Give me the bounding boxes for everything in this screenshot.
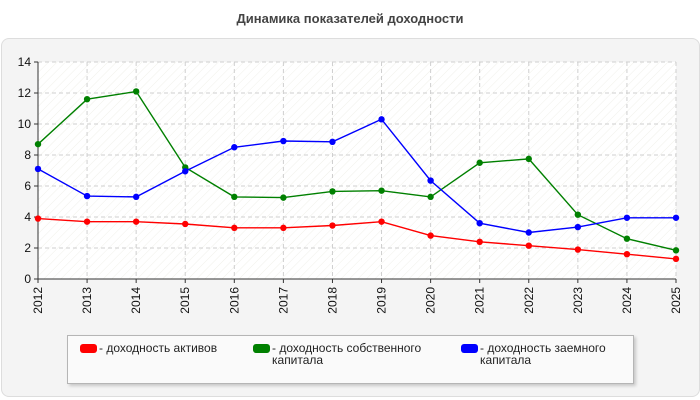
data-point	[182, 168, 189, 175]
tick-labels: 0 2 4 6 8 10 12 14 2012 2013 2014 2015 2016 2017 2018 2…	[18, 55, 683, 314]
data-point	[182, 220, 189, 228]
data-point	[672, 214, 680, 221]
data-point	[476, 220, 483, 227]
data-point	[132, 193, 140, 201]
data-point	[132, 218, 140, 225]
series-line-2	[37, 118, 676, 234]
x-tick-label: 2015	[178, 287, 192, 314]
data-point	[231, 144, 238, 151]
data-point	[672, 255, 680, 263]
data-point	[476, 159, 483, 166]
data-point	[574, 211, 582, 218]
x-tick-label: 2020	[424, 287, 438, 314]
data-point	[427, 232, 434, 239]
data-point	[623, 235, 631, 242]
legend-swatch-assets	[80, 344, 97, 353]
data-point	[378, 218, 385, 225]
chart-title: Динамика показателей доходности	[236, 11, 464, 26]
legend-label-assets: - доходность активов	[99, 341, 218, 355]
y-tick-label: 12	[18, 86, 32, 100]
x-tick-label: 2019	[375, 287, 389, 314]
data-point	[623, 214, 631, 221]
legend-label-debt: - доходность заемного капитала	[480, 341, 606, 367]
legend-label-equity: - доходность собственного капитала	[272, 341, 422, 367]
y-tick-label: 2	[24, 241, 31, 255]
data-point	[132, 88, 140, 95]
data-point	[378, 116, 385, 123]
y-tick-label: 0	[24, 272, 31, 286]
x-tick-label: 2012	[31, 287, 45, 314]
series-line-0	[37, 217, 677, 260]
series-line-1	[37, 90, 677, 251]
data-point	[329, 188, 336, 195]
data-point	[34, 140, 42, 148]
data-point	[34, 165, 42, 173]
data-point	[574, 246, 582, 253]
x-tick-label: 2017	[276, 287, 290, 314]
x-tick-label: 2021	[473, 287, 487, 314]
data-point	[83, 218, 91, 225]
x-tick-label: 2014	[129, 287, 143, 314]
y-tick-label: 8	[24, 148, 31, 162]
data-point	[378, 187, 385, 194]
data-point	[672, 247, 680, 254]
data-point	[427, 177, 434, 184]
data-point	[329, 222, 336, 229]
data-point	[525, 155, 532, 163]
data-point	[574, 223, 582, 231]
data-point	[329, 138, 336, 146]
x-tick-label: 2018	[325, 287, 339, 314]
data-point	[280, 224, 287, 232]
legend-swatch-equity	[253, 344, 270, 353]
series-lines	[34, 88, 680, 263]
x-tick-label: 2023	[571, 287, 585, 314]
x-tick-label: 2025	[669, 287, 683, 314]
data-point	[231, 193, 238, 201]
data-point	[231, 224, 238, 232]
data-point	[34, 215, 42, 222]
data-point	[83, 96, 91, 103]
y-tick-label: 14	[18, 55, 32, 69]
data-point	[476, 238, 483, 245]
x-tick-label: 2024	[620, 287, 634, 314]
data-point	[525, 229, 532, 236]
x-tick-label: 2013	[80, 287, 94, 314]
x-tick-label: 2022	[522, 287, 536, 314]
y-tick-label: 4	[24, 210, 31, 224]
legend-swatch-debt	[461, 344, 478, 353]
data-point	[427, 193, 434, 201]
data-point	[83, 192, 91, 200]
y-tick-label: 10	[18, 117, 32, 131]
y-tick-label: 6	[24, 179, 31, 193]
plot-area	[38, 62, 676, 279]
legend: - доходность активов - доходность собств…	[67, 335, 634, 384]
data-point	[525, 242, 532, 249]
data-point	[623, 251, 631, 258]
data-point	[280, 194, 287, 201]
data-point	[280, 137, 287, 145]
x-tick-label: 2016	[227, 287, 241, 314]
